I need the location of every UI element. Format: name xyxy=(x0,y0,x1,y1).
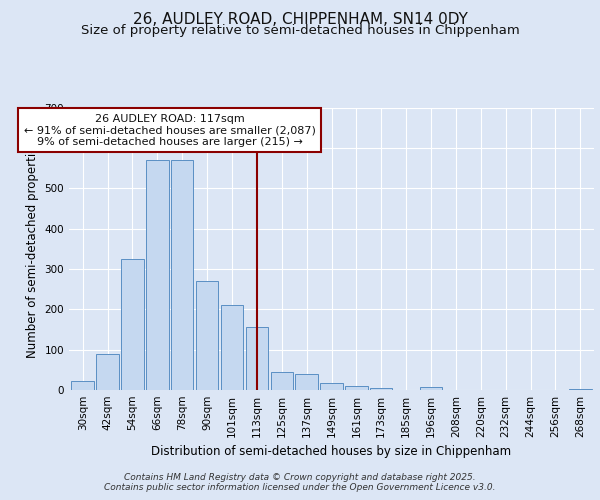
Bar xyxy=(320,382,343,390)
Text: Contains HM Land Registry data © Crown copyright and database right 2025.
Contai: Contains HM Land Registry data © Crown c… xyxy=(104,473,496,492)
Bar xyxy=(271,372,293,390)
Bar xyxy=(370,388,392,390)
Bar xyxy=(221,305,243,390)
Bar xyxy=(71,381,94,390)
Bar xyxy=(295,374,318,390)
Bar xyxy=(171,160,193,390)
Bar xyxy=(121,259,143,390)
Text: Size of property relative to semi-detached houses in Chippenham: Size of property relative to semi-detach… xyxy=(80,24,520,37)
Bar xyxy=(146,160,169,390)
Bar xyxy=(97,354,119,390)
Bar xyxy=(345,386,368,390)
Bar xyxy=(420,387,442,390)
Text: 26, AUDLEY ROAD, CHIPPENHAM, SN14 0DY: 26, AUDLEY ROAD, CHIPPENHAM, SN14 0DY xyxy=(133,12,467,28)
X-axis label: Distribution of semi-detached houses by size in Chippenham: Distribution of semi-detached houses by … xyxy=(151,446,512,458)
Bar xyxy=(569,389,592,390)
Y-axis label: Number of semi-detached properties: Number of semi-detached properties xyxy=(26,140,39,358)
Bar xyxy=(196,281,218,390)
Bar xyxy=(245,328,268,390)
Text: 26 AUDLEY ROAD: 117sqm
← 91% of semi-detached houses are smaller (2,087)
9% of s: 26 AUDLEY ROAD: 117sqm ← 91% of semi-det… xyxy=(24,114,316,147)
